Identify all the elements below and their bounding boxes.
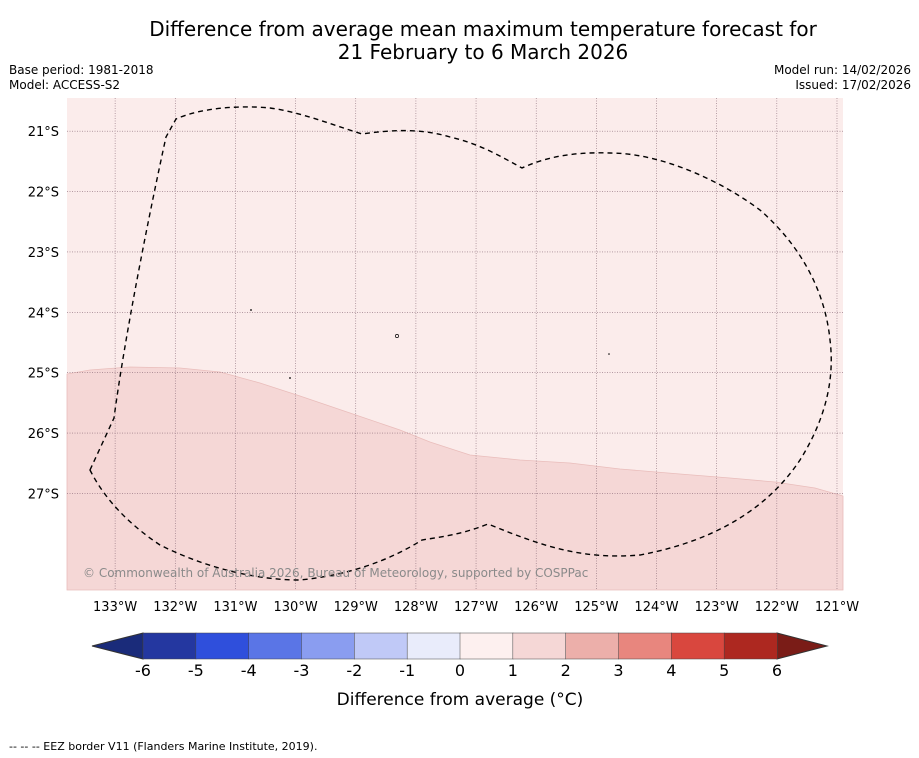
longitude-label: 132°W	[153, 600, 197, 615]
model-run: Model run: 14/02/2026	[773, 63, 911, 77]
colorbar-segment	[301, 632, 355, 660]
base-period: Base period: 1981-2018	[9, 63, 154, 77]
colorbar-label: Difference from average (°C)	[337, 690, 584, 710]
colorbar-segment	[512, 632, 567, 660]
graticule	[67, 98, 843, 590]
eez-legend: -- -- -- EEZ border V11 (Flanders Marine…	[9, 740, 318, 753]
colorbar-segment	[406, 632, 461, 660]
colorbar-segment	[142, 632, 197, 660]
latitude-label: 22°S	[28, 186, 59, 201]
colorbar-tick-label: 3	[613, 661, 623, 680]
colorbar-segment	[723, 632, 778, 660]
colorbar-ticks: -6 -5 -4 -3 -2 -1 0 1 2 3 4 5 6	[135, 661, 782, 680]
latitude-label: 26°S	[28, 427, 59, 442]
longitude-label: 127°W	[454, 600, 498, 615]
island-marker	[395, 334, 399, 338]
colorbar-tick-label: 1	[508, 661, 518, 680]
colorbar-segment	[618, 632, 672, 660]
colorbar-max-extension	[776, 632, 829, 660]
model-name: Model: ACCESS-S2	[9, 78, 121, 92]
title-line-1: Difference from average mean maximum tem…	[149, 17, 817, 41]
longitude-label: 121°W	[815, 600, 859, 615]
latitude-label: 24°S	[28, 306, 59, 321]
colorbar-tick-label: 6	[772, 661, 782, 680]
longitude-label: 124°W	[634, 600, 678, 615]
longitude-label: 129°W	[334, 600, 378, 615]
colorbar-tick-label: -6	[135, 661, 151, 680]
colorbar-tick-label: 0	[455, 661, 465, 680]
colorbar-tick-label: 5	[719, 661, 729, 680]
meta-right: Model run: 14/02/2026 Issued: 17/02/2026	[774, 63, 911, 93]
colorbar: -6 -5 -4 -3 -2 -1 0 1 2 3 4 5 6 Difference from aver…	[91, 632, 829, 710]
longitude-label: 123°W	[695, 600, 739, 615]
longitude-labels: 133°W 132°W 131°W 130°W 129°W 128°W 127°W 126°W…	[93, 600, 859, 615]
colorbar-segment	[565, 632, 620, 660]
colorbar-tick-label: -1	[399, 661, 415, 680]
chart-title: Difference from average mean maximum tem…	[0, 18, 919, 64]
colorbar-tick-label: -3	[294, 661, 310, 680]
colorbar-min-extension	[91, 632, 144, 660]
colorbar-tick-label: 2	[561, 661, 571, 680]
map-figure: © Commonwealth of Australia 2026, Bureau…	[28, 98, 859, 710]
map-plot: © Commonwealth of Australia 2026, Bureau…	[66, 98, 844, 591]
colorbar-segments	[142, 632, 778, 660]
eez-border	[89, 106, 832, 581]
colorbar-segment	[671, 632, 725, 660]
region-anomaly-1-to-2	[66, 366, 844, 591]
longitude-label: 130°W	[274, 600, 318, 615]
colorbar-segment	[354, 632, 408, 660]
island-marker	[250, 309, 252, 311]
colorbar-tick-label: -4	[241, 661, 257, 680]
island-marker	[608, 353, 610, 355]
colorbar-tick-label: -5	[188, 661, 204, 680]
longitude-label: 125°W	[574, 600, 618, 615]
copyright-notice: © Commonwealth of Australia 2026, Bureau…	[83, 566, 588, 580]
meta-left: Base period: 1981-2018 Model: ACCESS-S2	[9, 63, 154, 93]
latitude-label: 23°S	[28, 246, 59, 261]
colorbar-tick-label: 4	[666, 661, 676, 680]
title-line-2: 21 February to 6 March 2026	[337, 40, 629, 64]
longitude-label: 126°W	[514, 600, 558, 615]
latitude-label: 21°S	[28, 125, 59, 140]
island-marker	[289, 377, 291, 379]
colorbar-segment	[195, 632, 250, 660]
longitude-label: 131°W	[213, 600, 257, 615]
issued-date: Issued: 17/02/2026	[795, 78, 911, 92]
latitude-label: 25°S	[28, 367, 59, 382]
longitude-label: 128°W	[394, 600, 438, 615]
colorbar-tick-label: -2	[346, 661, 362, 680]
latitude-labels: 21°S 22°S 23°S 24°S 25°S 26°S 27°S	[28, 125, 59, 502]
colorbar-segment	[459, 632, 514, 660]
longitude-label: 122°W	[755, 600, 799, 615]
latitude-label: 27°S	[28, 487, 59, 502]
longitude-label: 133°W	[93, 600, 137, 615]
colorbar-segment	[248, 632, 303, 660]
